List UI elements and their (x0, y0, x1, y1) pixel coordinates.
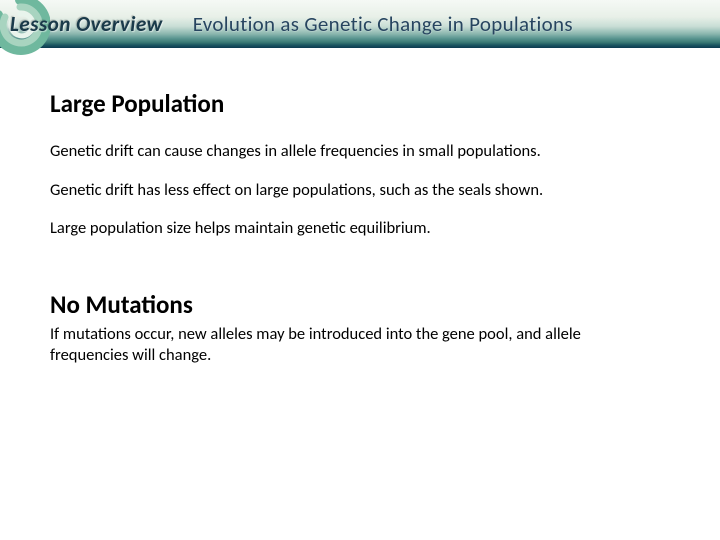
slide-header: Lesson Overview Evolution as Genetic Cha… (0, 0, 720, 48)
header-left-label: Lesson Overview (0, 11, 163, 37)
section1-title: Large Population (50, 88, 670, 119)
section2-paragraph-1: If mutations occur, new alleles may be i… (50, 324, 620, 365)
section2-title: No Mutations (50, 289, 670, 320)
section1-paragraph-2: Genetic drift has less effect on large p… (50, 180, 620, 201)
section1-paragraph-1: Genetic drift can cause changes in allel… (50, 141, 620, 162)
slide-content: Large Population Genetic drift can cause… (0, 48, 720, 365)
header-right-label: Evolution as Genetic Change in Populatio… (163, 11, 573, 37)
section1-paragraph-3: Large population size helps maintain gen… (50, 218, 620, 239)
